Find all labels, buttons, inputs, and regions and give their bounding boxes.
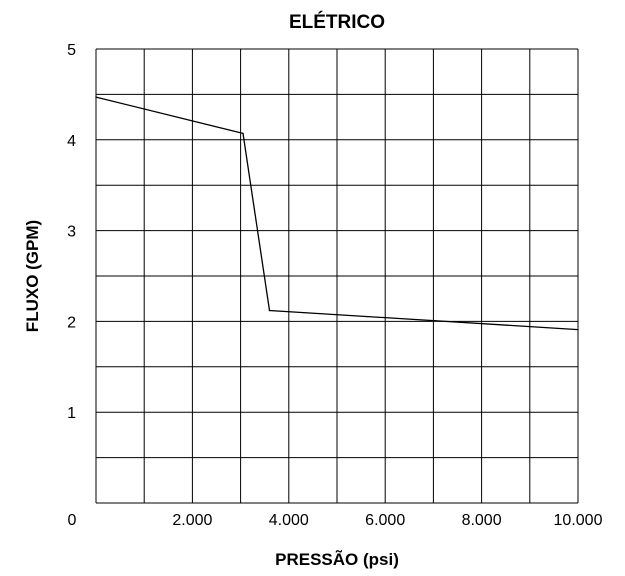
x-axis-label: PRESSÃO (psi) (275, 549, 399, 569)
x-tick-label: 4.000 (269, 512, 309, 529)
x-tick-label: 0 (68, 512, 77, 529)
x-axis-ticks: 0 2.000 4.000 6.000 8.000 10.000 (68, 512, 603, 529)
y-axis-label: FLUXO (GPM) (23, 220, 42, 332)
chart-title: ELÉTRICO (289, 11, 385, 33)
y-axis-ticks: 1 2 3 4 5 (67, 42, 76, 422)
x-tick-label: 10.000 (554, 512, 603, 529)
y-tick-label: 3 (67, 224, 76, 241)
data-point (577, 328, 579, 331)
y-tick-label: 2 (67, 314, 76, 331)
plot-frame (95, 48, 579, 504)
data-point (268, 309, 271, 312)
x-tick-label: 2.000 (172, 512, 212, 529)
x-tick-label: 6.000 (365, 512, 405, 529)
series-layer (95, 96, 579, 331)
grid (96, 49, 578, 503)
data-point (95, 96, 97, 98)
x-tick-label: 8.000 (462, 512, 502, 529)
y-tick-label: 1 (67, 405, 76, 422)
series-line-1 (95, 96, 579, 331)
data-point (242, 132, 244, 135)
y-tick-label: 5 (67, 42, 76, 59)
y-tick-label: 4 (67, 133, 76, 150)
